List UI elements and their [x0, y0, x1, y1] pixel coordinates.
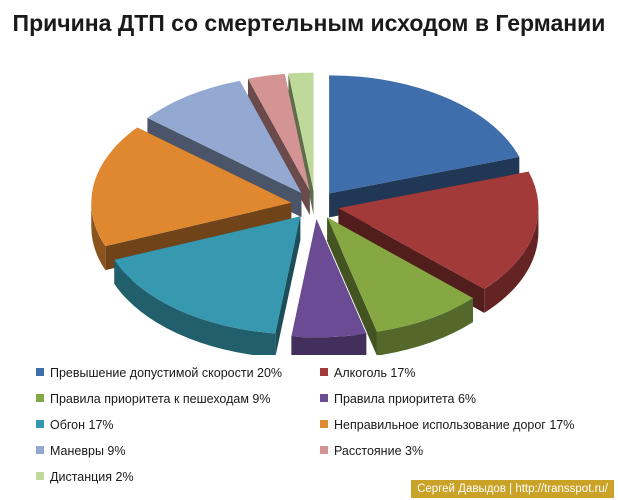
- legend-swatch: [36, 420, 44, 428]
- legend-swatch: [36, 394, 44, 402]
- legend-swatch: [36, 368, 44, 376]
- legend-label: Превышение допустимой скорости 20%: [50, 366, 283, 380]
- legend-swatch: [320, 420, 328, 428]
- legend-item-2: Алкоголь 17%: [320, 366, 415, 380]
- legend-item-5: Обгон 17%: [36, 418, 114, 432]
- legend-swatch: [320, 394, 328, 402]
- legend-label: Алкоголь 17%: [334, 366, 416, 380]
- legend-label: Правила приоритета к пешеходам 9%: [50, 392, 271, 406]
- legend-label: Маневры 9%: [50, 444, 126, 458]
- legend-label: Расстояние 3%: [334, 444, 424, 458]
- legend-item-7: Маневры 9%: [36, 444, 125, 458]
- chart-title: Причина ДТП со смертельным исходом в Гер…: [12, 10, 606, 36]
- legend-item-8: Расстояние 3%: [320, 444, 423, 458]
- watermark: Сергей Давыдов | http://transspot.ru/: [411, 480, 614, 498]
- legend-label: Обгон 17%: [50, 418, 114, 432]
- legend-swatch: [36, 446, 44, 454]
- pie-slice-3: [327, 217, 474, 355]
- pie-chart: [91, 72, 539, 355]
- legend-item-4: Правила приоритета 6%: [320, 392, 476, 406]
- legend-label: Правила приоритета 6%: [334, 392, 477, 406]
- legend-swatch: [36, 472, 44, 480]
- legend-item-1: Превышение допустимой скорости 20%: [36, 366, 282, 380]
- legend-item-6: Неправильное использование дорог 17%: [320, 418, 574, 432]
- legend-item-3: Правила приоритета к пешеходам 9%: [36, 392, 270, 406]
- legend-swatch: [320, 446, 328, 454]
- pie-slice-2: [338, 171, 539, 313]
- pie-slice-5: [114, 216, 301, 355]
- legend-label: Дистанция 2%: [50, 470, 134, 484]
- legend-item-9: Дистанция 2%: [36, 470, 134, 484]
- legend-label: Неправильное использование дорог 17%: [334, 418, 575, 432]
- legend-swatch: [320, 368, 328, 376]
- pie-slice-4: [291, 219, 367, 355]
